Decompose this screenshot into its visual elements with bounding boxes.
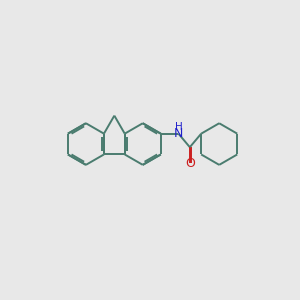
Text: O: O [185,157,195,170]
Text: H: H [175,122,182,132]
Text: N: N [174,127,183,140]
